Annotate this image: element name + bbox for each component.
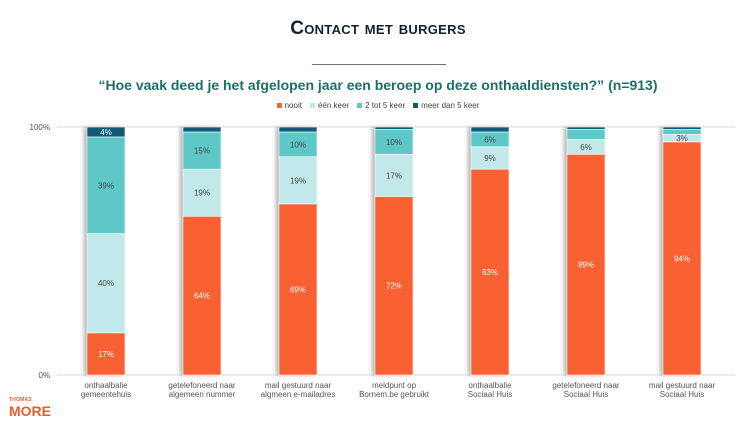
legend-swatch: [357, 103, 363, 108]
data-label: 94%: [674, 254, 690, 263]
legend-label: nooit: [284, 101, 302, 110]
data-label: 10%: [290, 140, 306, 149]
title-divider: [312, 64, 446, 65]
bar-segment: [278, 156, 318, 205]
bar-segment: [374, 126, 414, 130]
data-label: 4%: [100, 128, 112, 137]
data-label: 15%: [194, 147, 210, 156]
chart-title: Contact met burgers: [290, 18, 466, 39]
chart-subtitle: “Hoe vaak deed je het afgelopen jaar een…: [98, 77, 658, 93]
legend-item: nooit: [276, 101, 302, 110]
bar-segment: [86, 332, 126, 376]
data-label: 3%: [676, 134, 688, 143]
bar-segment: [86, 136, 126, 234]
legend-item: 2 tot 5 keer: [357, 101, 405, 110]
data-label: 17%: [98, 350, 114, 359]
data-label: 72%: [386, 282, 402, 291]
bar-segment: [566, 153, 606, 376]
data-label: 9%: [484, 154, 496, 163]
data-label: 64%: [194, 292, 210, 301]
y-tick-label: 0%: [38, 371, 50, 380]
bar-segment: [182, 215, 222, 376]
legend-label: meer dan 5 keer: [421, 101, 480, 110]
x-tick-label: getelefoneerd naar Sociaal Huis: [552, 381, 620, 399]
legend: nooit één keer 2 tot 5 keer meer dan 5 keer: [0, 101, 756, 110]
bar-segment: [86, 126, 126, 138]
legend-item: meer dan 5 keer: [413, 101, 479, 110]
data-label: 19%: [290, 176, 306, 185]
x-tick-label: mail gestuurd naar algmeen e-mailadres: [261, 381, 336, 399]
data-label: 39%: [98, 181, 114, 190]
x-tick-label: mail gestuurd naar Sociaal Huis: [649, 381, 716, 399]
bar-segment: [278, 203, 318, 376]
data-label: 69%: [290, 285, 306, 294]
x-tick-label: meldpunt op Bornem.be gebruikt: [359, 381, 430, 399]
data-label: 19%: [194, 189, 210, 198]
bar-segment: [470, 126, 510, 133]
legend-item: één keer: [309, 101, 350, 110]
legend-label: 2 tot 5 keer: [365, 101, 406, 110]
bar-segment: [374, 129, 414, 155]
data-label: 10%: [386, 138, 402, 147]
bar-segment: [566, 126, 606, 130]
legend-label: één keer: [317, 101, 350, 110]
data-label: 17%: [386, 171, 402, 180]
bar-segment: [182, 131, 222, 170]
x-tick-label: getelefoneerd naar algemeen nummer: [168, 381, 236, 399]
data-label: 89%: [578, 261, 594, 270]
bar-segment: [566, 129, 606, 140]
bar-segment: [182, 126, 222, 133]
bar-segment: [662, 126, 702, 130]
data-label: 83%: [482, 268, 498, 277]
bar-segment: [182, 168, 222, 217]
legend-swatch: [276, 103, 282, 108]
bar-segment: [374, 153, 414, 197]
bar-segment: [470, 168, 510, 376]
bar-segment: [278, 126, 318, 133]
data-label: 6%: [484, 135, 496, 144]
x-tick-label: onthaalbalie Sociaal Huis: [468, 381, 512, 399]
legend-swatch: [413, 103, 419, 108]
x-tick-label: onthaalbalie gemeentehuis: [81, 381, 131, 399]
bar-segment: [374, 196, 414, 376]
bar-segment: [662, 129, 702, 135]
thomas-more-logo: THOMAS MORE: [9, 397, 51, 419]
data-label: 6%: [580, 143, 592, 152]
legend-swatch: [309, 103, 315, 108]
bar-segment: [86, 233, 126, 334]
data-label: 40%: [98, 279, 114, 288]
bar-segment: [662, 141, 702, 376]
y-tick-label: 100%: [30, 123, 50, 132]
